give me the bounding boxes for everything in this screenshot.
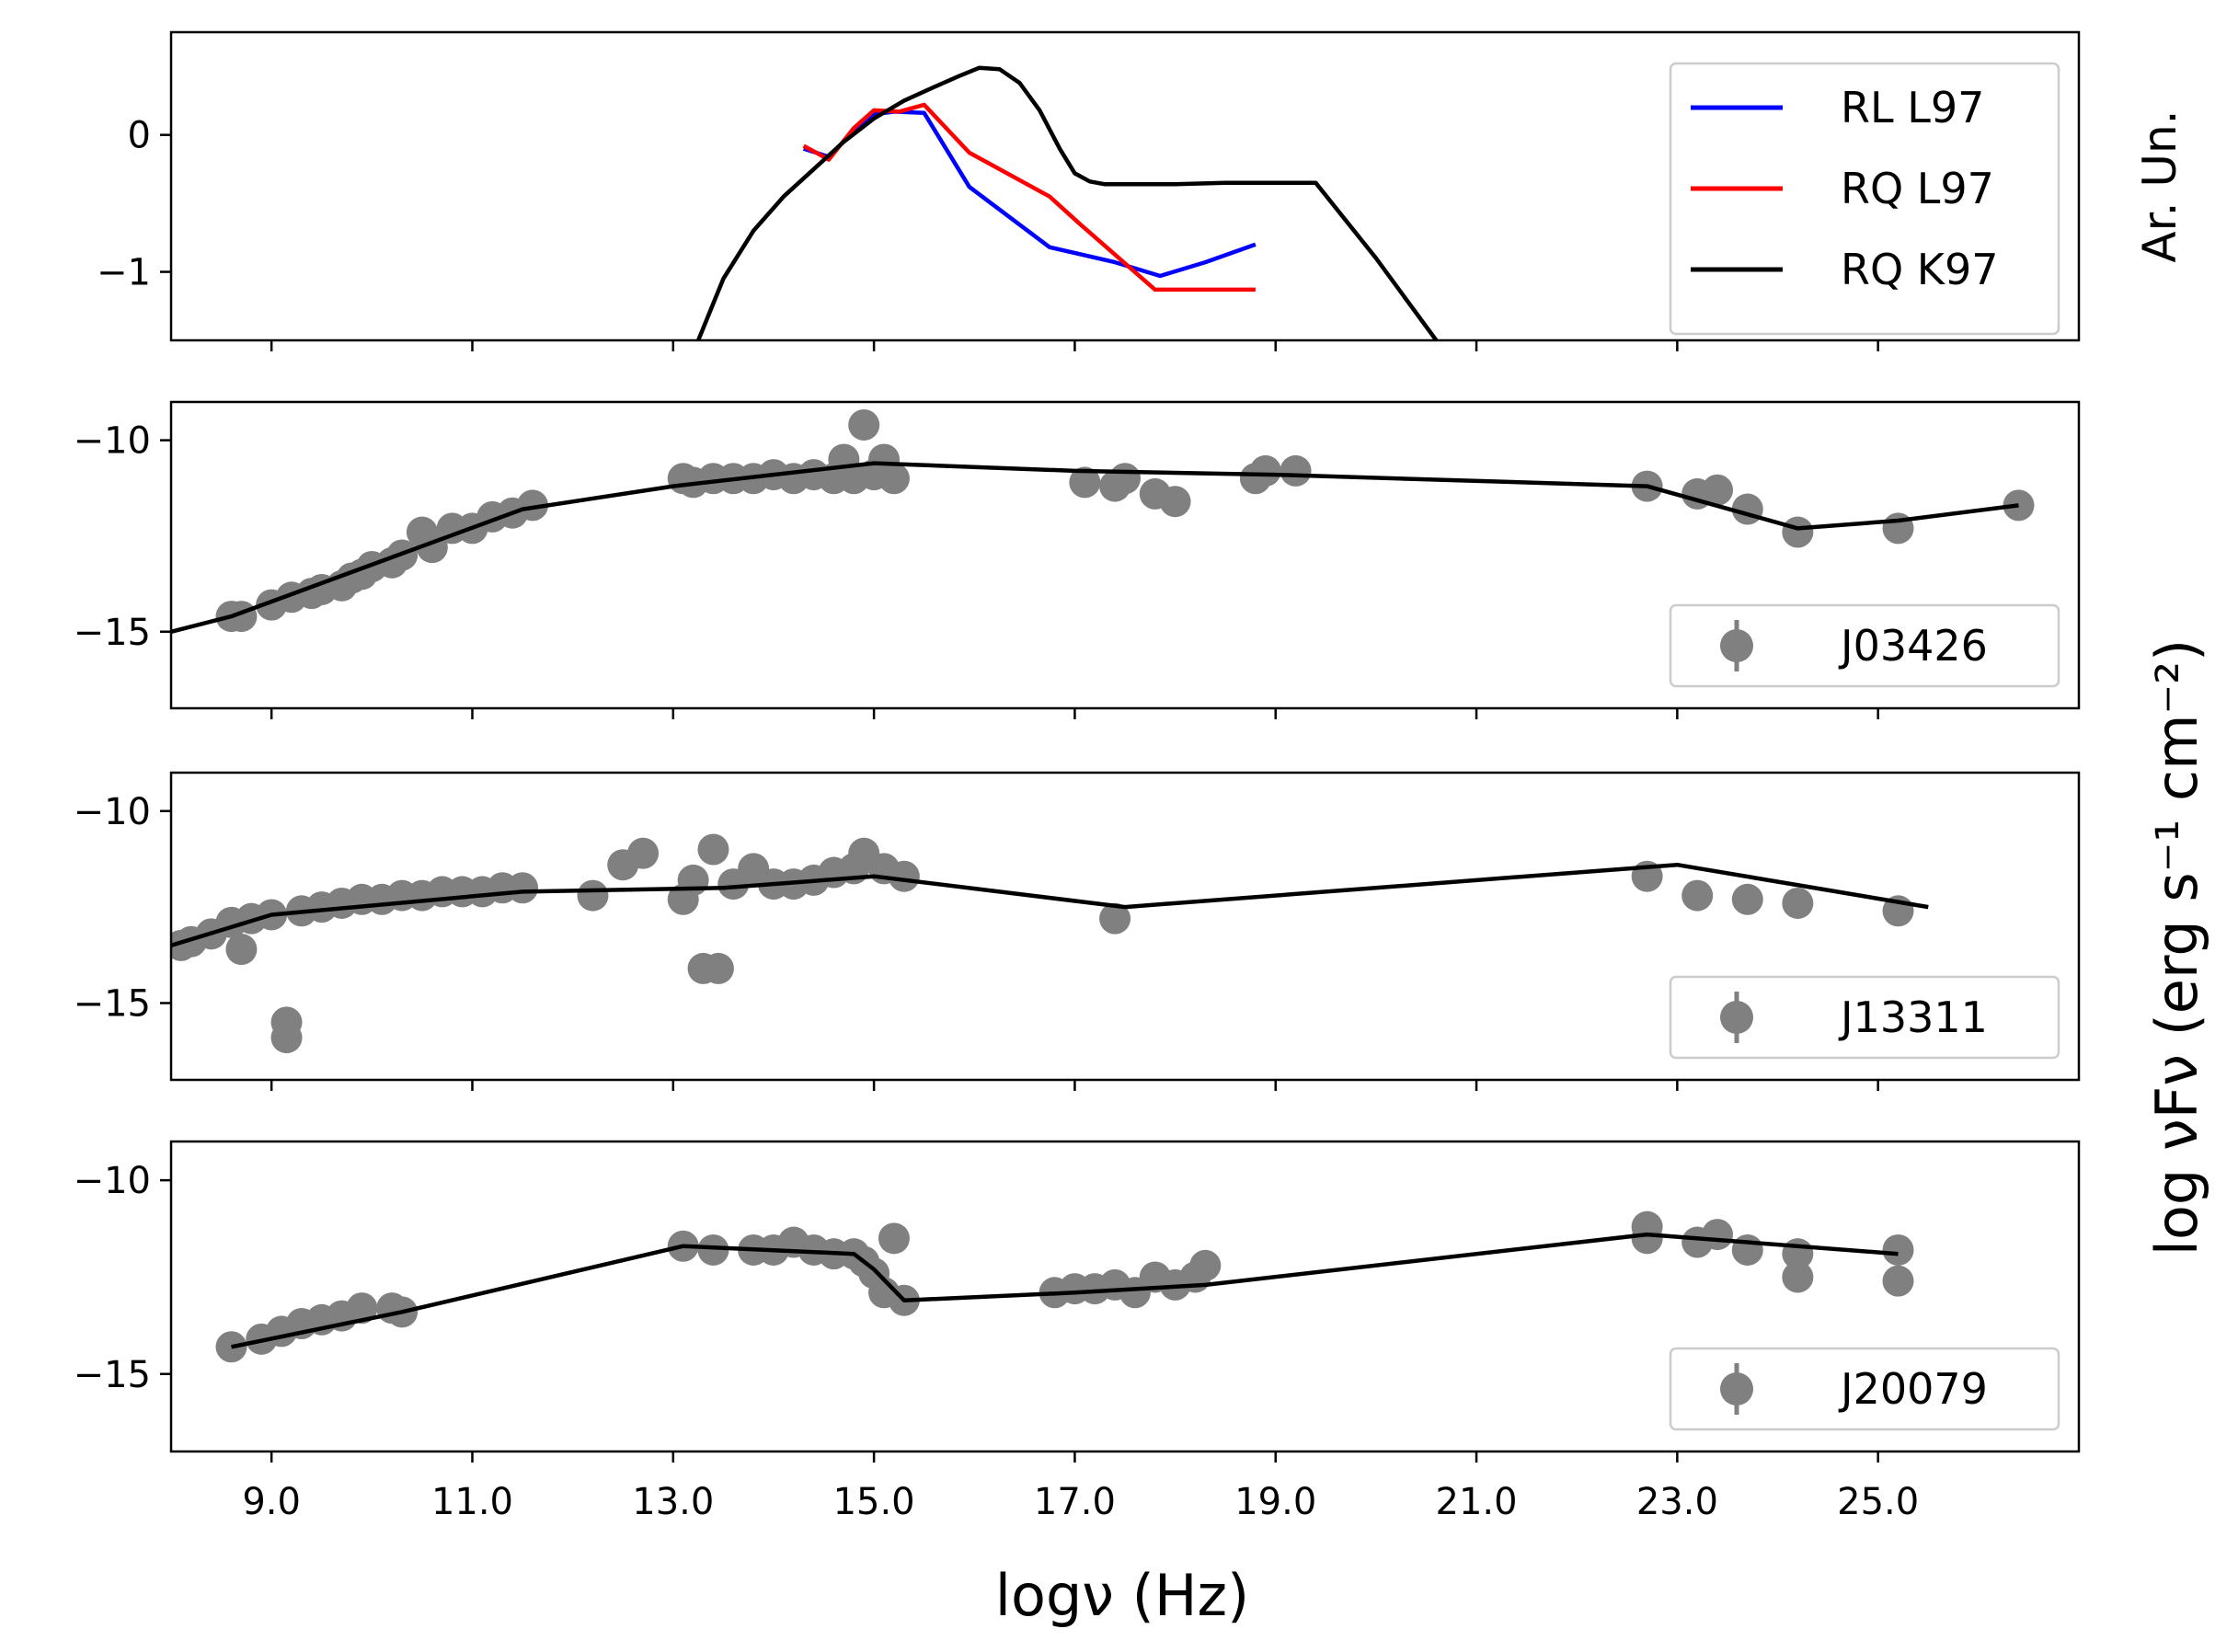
j03426-data-point [1782,516,1814,548]
legend-label: RL L97 [1841,83,1984,132]
j03426-data-point [2003,489,2035,522]
y-tick-label: −15 [74,612,151,654]
legend-j20079: J20079 [1669,1347,2060,1431]
j20079-data-point [878,1222,910,1255]
j20079-model-line [231,1232,1899,1349]
y-tick-label: −15 [74,1354,151,1396]
legend-box [1669,62,2060,336]
panel-frame-j03426 [169,400,2081,710]
y-tick-label: −10 [74,1160,151,1202]
panel-j13311: −10 −15 J13311 [74,771,2081,1091]
x-tick-label: 21.0 [1436,1481,1518,1523]
legend-box [1669,603,2060,688]
x-tick-label: 15.0 [833,1481,915,1523]
y-axis-title: log νFν (erg s⁻¹ cm⁻²) [2143,639,2210,1256]
legend-label: RQ L97 [1841,164,1994,213]
j03426-data-point [1109,463,1141,495]
x-tick-label: 13.0 [632,1481,714,1523]
legend-j13311: J13311 [1669,975,2060,1060]
y-tick-label: −15 [74,983,151,1026]
j03426-data-point [848,408,880,441]
x-axis-title: logν (Hz) [995,1562,1249,1629]
j13311-data-point [577,879,609,912]
rq-l97-line [802,102,1256,293]
j13311-model-line [171,862,1929,948]
plot-area-j03426 [171,408,2035,634]
j20079-data-point [1631,1222,1663,1255]
legend-point-marker [1720,1372,1753,1405]
x-tick-label: 25.0 [1837,1481,1919,1523]
plot-area-j13311 [171,833,1929,1054]
j13311-data-point [697,833,729,866]
legend-label: J20079 [1838,1364,1988,1414]
j20079-data-point [1731,1233,1763,1266]
j13311-data-point [627,837,660,869]
j13311-data-point [270,1022,303,1054]
j20079-data-point [1882,1265,1914,1297]
y-tick-label: 0 [128,115,151,157]
j13311-data-point [702,952,734,984]
j20079-data-point [346,1292,378,1325]
legend-label: J03426 [1838,621,1988,671]
j20079-data-point [1702,1219,1734,1251]
j20079-data-point [697,1233,729,1266]
j20079-data-point [1189,1249,1222,1281]
plot-area-j20079 [215,1210,1914,1363]
legend-label: RQ K97 [1841,245,1999,294]
legend-j03426: J03426 [1669,603,2060,688]
panel-frame-j20079 [169,1140,2081,1453]
rq-k97-line [696,65,1439,340]
legend-point-marker [1720,1001,1753,1034]
j13311-data-point [225,934,258,966]
j03426-data-point [1249,454,1281,487]
j03426-data-point [1159,486,1191,518]
panel-top: 0 −1 Ar. Un. RL L97 RQ L97 RQ K97 [97,30,2186,351]
legend-top: RL L97 RQ L97 RQ K97 [1669,62,2060,336]
j13311-data-point [1099,902,1131,935]
j03426-data-point [1280,454,1312,487]
legend-point-marker [1720,629,1753,662]
j03426-data-point [878,463,910,495]
j03426-data-point [516,489,548,522]
panel-j03426: −10 −15 J03426 [74,400,2081,719]
j13311-data-point [1681,879,1714,912]
panel-frame-j13311 [169,771,2081,1082]
x-tick-label: 11.0 [431,1481,513,1523]
legend-box [1669,1347,2060,1431]
j20079-data-point [1882,1233,1914,1266]
j20079-data-point [1782,1261,1814,1293]
panel-frame-top [169,30,2081,342]
panel-ylabel-top: Ar. Un. [2133,109,2186,262]
j13311-data-point [1782,887,1814,919]
x-tick-label: 23.0 [1636,1481,1718,1523]
j03426-model-line [171,461,2019,634]
legend-box [1669,975,2060,1060]
plot-area-top [696,65,1439,340]
j13311-data-point [1731,883,1763,915]
panels-layer: 0 −1 Ar. Un. RL L97 RQ L97 RQ K97 −10 −15 J03426… [74,30,2186,1463]
panel-j20079: −10 −15 J20079 [74,1140,2081,1463]
x-tick-label: 9.0 [242,1481,301,1523]
y-tick-label: −10 [74,791,151,833]
x-tick-label: 19.0 [1234,1481,1316,1523]
j13311-data-point [507,872,539,904]
y-tick-label: −10 [74,420,151,463]
j03426-data-point [1069,466,1101,499]
j13311-data-point [677,864,709,896]
j03426-data-point [1702,474,1734,506]
x-tick-label: 17.0 [1034,1481,1116,1523]
j13311-data-point [888,860,920,892]
x-tick-labels: 9.0 11.0 13.0 15.0 17.0 19.0 21.0 23.0 25.0 [242,1481,1919,1523]
legend-label: J13311 [1838,992,1988,1042]
y-tick-label: −1 [97,252,151,294]
